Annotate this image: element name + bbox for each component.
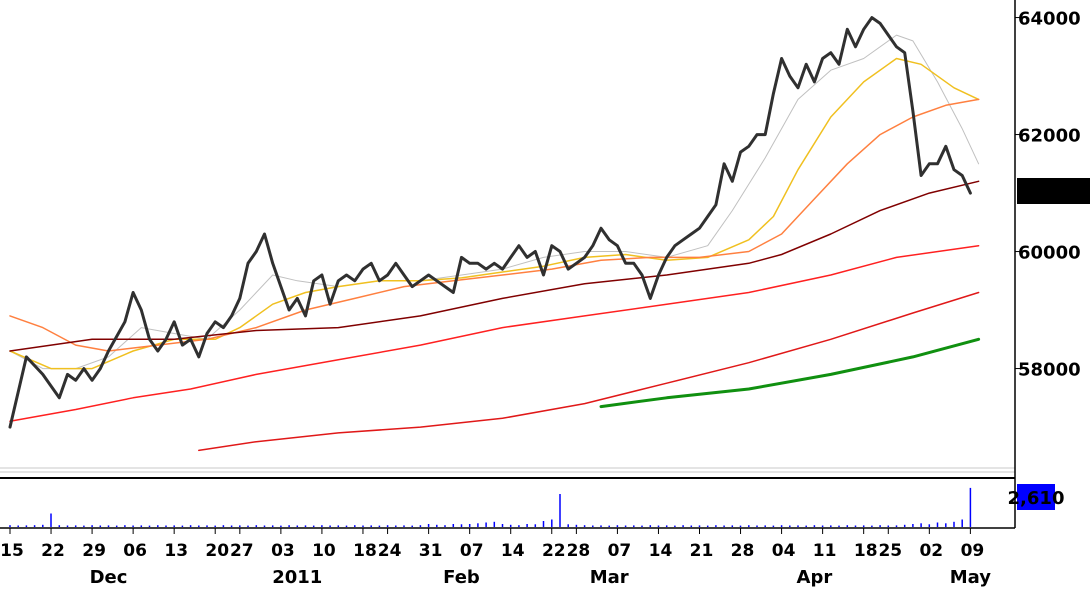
series-line-0: [8, 16, 972, 429]
date-tick-label: 25: [878, 541, 902, 561]
price-tick-label: 64000: [1018, 9, 1081, 30]
date-tick-label: 29: [82, 541, 106, 561]
date-tick-label: 06: [123, 541, 147, 561]
date-tick-label: 21: [690, 541, 714, 561]
last-price-background: [1017, 178, 1090, 204]
date-tick-label: 15: [0, 541, 24, 561]
price-tick-label: 60000: [1018, 243, 1081, 264]
series-line-4: [9, 180, 980, 352]
month-label: Dec: [90, 567, 128, 588]
month-label: 2011: [272, 567, 322, 588]
last-volume-label: 2,610: [1008, 488, 1065, 509]
last-price-marker: 61035: [1017, 178, 1090, 204]
panel-divider: [0, 467, 1015, 479]
last-price-label: 61035: [1022, 182, 1085, 203]
date-tick-label: 02: [919, 541, 943, 561]
date-tick-label: 10: [312, 541, 336, 561]
date-tick-label: 18: [854, 541, 878, 561]
date-tick-label: 04: [772, 541, 796, 561]
date-tick-label: 13: [164, 541, 188, 561]
date-tick-label: 18: [353, 541, 377, 561]
month-label: Apr: [797, 567, 833, 588]
date-tick-label: 20: [205, 541, 229, 561]
date-tick-label: 24: [378, 541, 402, 561]
date-tick-label: 28: [567, 541, 591, 561]
date-tick-label: 22: [542, 541, 566, 561]
series-line-3: [9, 98, 980, 352]
date-tick-label: 31: [419, 541, 443, 561]
last-volume-marker: 2,610: [1008, 484, 1065, 510]
price-tick-label: 62000: [1018, 126, 1081, 147]
month-label: Feb: [443, 567, 480, 588]
series-line-6: [198, 291, 980, 452]
month-label: May: [950, 567, 992, 588]
series-line-5: [9, 244, 980, 422]
date-tick-label: 11: [813, 541, 837, 561]
date-tick-label: 14: [501, 541, 525, 561]
date-tick-label: 09: [961, 541, 985, 561]
date-tick-label: 07: [460, 541, 484, 561]
date-tick-label: 27: [230, 541, 254, 561]
series-line-7: [599, 337, 981, 409]
date-tick-label: 28: [731, 541, 755, 561]
series-line-2: [9, 57, 980, 370]
price-tick-label: 58000: [1018, 360, 1081, 381]
volume-plot-area: [9, 487, 972, 527]
price-axis: 64000 62000 60000 58000: [1015, 9, 1081, 381]
date-tick-label: 22: [41, 541, 65, 561]
price-plot-area: [8, 16, 981, 452]
date-axis: 15 22 29 06 13 20 27 03 10 18 24 31 07 14 22 28 07 14 21 28…: [0, 528, 991, 588]
date-tick-label: 07: [608, 541, 632, 561]
last-volume-background: [1017, 484, 1055, 510]
date-tick-label: 03: [271, 541, 295, 561]
month-label: Mar: [590, 567, 629, 588]
date-tick-label: 14: [649, 541, 673, 561]
